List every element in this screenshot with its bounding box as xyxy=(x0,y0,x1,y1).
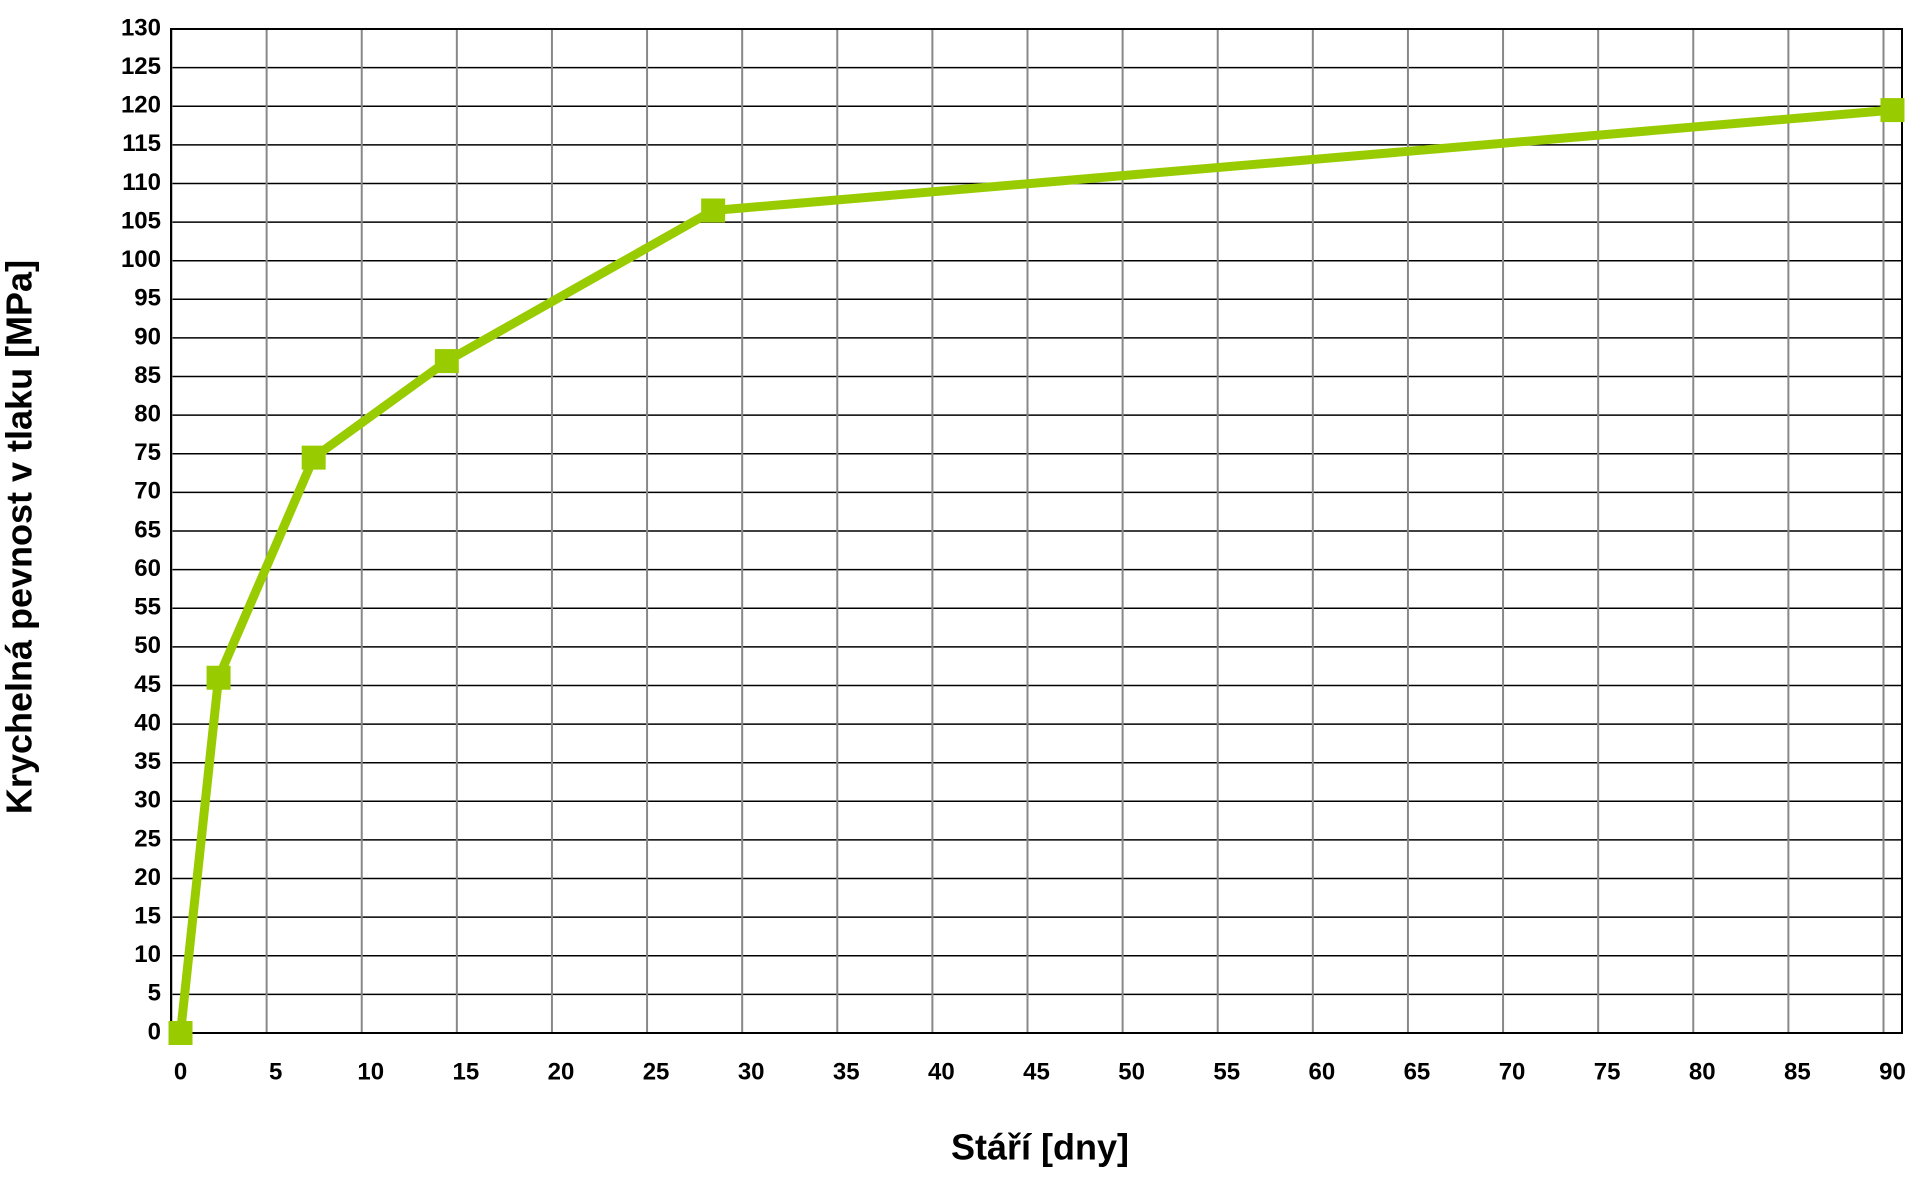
x-tick-label: 55 xyxy=(1213,1058,1240,1085)
y-tick-label: 115 xyxy=(122,130,161,157)
y-tick-label: 70 xyxy=(134,478,161,505)
x-tick-label: 60 xyxy=(1308,1058,1335,1085)
x-tick-label: 65 xyxy=(1404,1058,1431,1085)
y-tick-label: 35 xyxy=(134,748,161,775)
data-point xyxy=(701,198,726,223)
x-tick-label: 15 xyxy=(452,1058,479,1085)
x-tick-label: 85 xyxy=(1784,1058,1811,1085)
y-tick-label: 30 xyxy=(134,787,161,814)
x-tick-label: 10 xyxy=(357,1058,384,1085)
y-tick-label: 45 xyxy=(134,671,161,698)
y-tick-label: 15 xyxy=(134,902,161,929)
x-tick-label: 30 xyxy=(738,1058,765,1085)
x-tick-label: 20 xyxy=(548,1058,575,1085)
y-tick-label: 55 xyxy=(134,594,161,621)
y-tick-label: 95 xyxy=(134,285,161,312)
y-tick-label: 10 xyxy=(134,941,161,968)
y-tick-label: 110 xyxy=(122,169,161,196)
x-tick-label: 50 xyxy=(1118,1058,1145,1085)
y-tick-label: 120 xyxy=(121,92,161,119)
data-point xyxy=(206,665,231,690)
y-tick-label: 40 xyxy=(134,709,161,736)
x-tick-label: 25 xyxy=(643,1058,670,1085)
data-point xyxy=(168,1021,193,1045)
y-tick-label: 60 xyxy=(134,555,161,582)
x-tick-label: 80 xyxy=(1689,1058,1716,1085)
y-tick-label: 125 xyxy=(121,53,161,80)
x-tick-label: 75 xyxy=(1594,1058,1621,1085)
y-tick-label: 25 xyxy=(134,825,161,852)
x-tick-label: 5 xyxy=(269,1058,282,1085)
y-tick-label: 75 xyxy=(134,439,161,466)
x-axis-title: Stáří [dny] xyxy=(951,1127,1129,1168)
x-tick-label: 90 xyxy=(1879,1058,1906,1085)
y-tick-label: 100 xyxy=(121,246,161,273)
y-tick-label: 50 xyxy=(134,632,161,659)
y-tick-label: 65 xyxy=(134,516,161,543)
x-tick-label: 40 xyxy=(928,1058,955,1085)
y-tick-label: 80 xyxy=(134,400,161,427)
data-point xyxy=(1880,98,1905,123)
x-tick-label: 45 xyxy=(1023,1058,1050,1085)
x-tick-label: 0 xyxy=(174,1058,187,1085)
y-tick-label: 130 xyxy=(121,14,161,41)
plot-frame xyxy=(170,28,1903,1034)
y-tick-label: 105 xyxy=(121,207,161,234)
data-point xyxy=(434,349,459,374)
y-tick-label: 5 xyxy=(148,980,161,1007)
x-tick-label: 70 xyxy=(1499,1058,1526,1085)
x-tick-label: 35 xyxy=(833,1058,860,1085)
y-tick-label: 85 xyxy=(134,362,161,389)
y-tick-label: 20 xyxy=(134,864,161,891)
y-tick-label: 0 xyxy=(148,1018,161,1045)
y-axis-title: Krychelná pevnost v tlaku [MPa] xyxy=(0,260,40,814)
data-line xyxy=(176,105,1893,1034)
y-tick-label: 90 xyxy=(134,323,161,350)
data-point xyxy=(301,445,326,470)
